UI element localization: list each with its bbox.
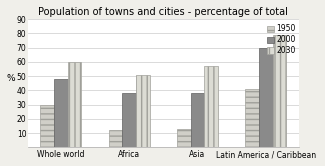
Bar	[245, 89, 259, 147]
Bar	[54, 79, 68, 147]
Bar	[259, 48, 273, 147]
Bar	[136, 75, 150, 147]
Bar	[40, 105, 54, 147]
Y-axis label: %: %	[7, 74, 16, 83]
Legend: 1950, 2000, 2030: 1950, 2000, 2030	[265, 23, 297, 57]
Bar	[273, 35, 286, 147]
Bar	[177, 129, 190, 147]
Title: Population of towns and cities - percentage of total: Population of towns and cities - percent…	[38, 7, 288, 17]
Bar	[109, 130, 122, 147]
Bar	[122, 93, 136, 147]
Bar	[68, 62, 81, 147]
Bar	[190, 93, 204, 147]
Bar	[204, 66, 218, 147]
